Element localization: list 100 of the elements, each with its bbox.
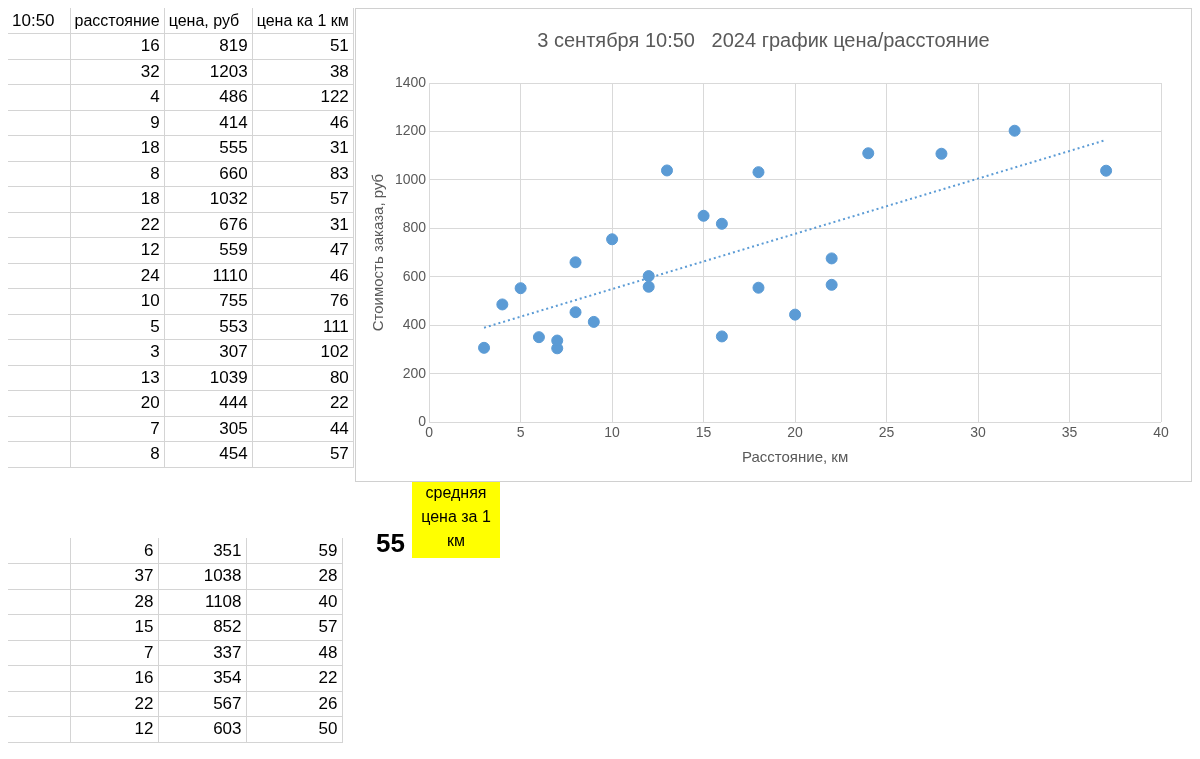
text: 28: [70, 589, 158, 615]
text: 8: [70, 441, 165, 467]
point: [642, 280, 655, 293]
point: [1100, 164, 1113, 177]
point: [532, 331, 545, 344]
text: 1108: [158, 589, 246, 615]
text: 83: [252, 161, 354, 187]
text: 1032: [164, 186, 253, 212]
point: [569, 306, 582, 319]
text: 10:50: [8, 8, 70, 34]
text: 10: [70, 288, 165, 314]
text: 444: [164, 390, 253, 416]
text: 454: [164, 441, 253, 467]
text: 122: [252, 84, 354, 110]
category-label: цена ка 1 км: [252, 8, 354, 34]
x-axis-title: Расстояние, км: [741, 448, 849, 466]
point: [697, 209, 710, 222]
text: 755: [164, 288, 253, 314]
point: [642, 270, 655, 283]
text: 18: [70, 186, 165, 212]
text: 46: [252, 263, 354, 289]
text: 32: [70, 59, 165, 85]
text: 102: [252, 339, 354, 365]
text: 51: [252, 33, 354, 59]
text: 8: [70, 161, 165, 187]
point: [606, 233, 619, 246]
text: 50: [246, 716, 342, 742]
y-tick-label: 0: [418, 413, 427, 430]
point: [789, 308, 802, 321]
text: 414: [164, 110, 253, 136]
text: 1038: [158, 563, 246, 589]
point: [661, 164, 673, 177]
text: 7: [70, 416, 165, 442]
text: 22: [70, 212, 165, 238]
y-tick-label: 1400: [394, 73, 427, 90]
text: 47: [252, 237, 354, 263]
text: 59: [246, 538, 342, 564]
x-tick-label: 5: [516, 424, 525, 441]
x-tick-label: 30: [970, 424, 987, 441]
text: 3: [70, 339, 165, 365]
point: [514, 282, 527, 295]
text: 80: [252, 365, 354, 391]
y-tick-label: 1000: [394, 170, 427, 187]
point: [587, 315, 600, 328]
text: 24: [70, 263, 165, 289]
text: 12: [70, 237, 165, 263]
text: 305: [164, 416, 253, 442]
text: 676: [164, 212, 253, 238]
text: средняя цена за 1 км: [412, 476, 500, 558]
point: [935, 147, 948, 160]
text: 486: [164, 84, 253, 110]
point: [715, 330, 728, 343]
text: 9: [70, 110, 165, 136]
x-tick-label: 40: [1153, 424, 1169, 441]
text: 37: [70, 563, 158, 589]
text: 26: [246, 691, 342, 717]
point: [1008, 124, 1021, 137]
point: [862, 147, 875, 160]
category-label: расстояние: [70, 8, 165, 34]
y-axis-title: Стоимость заказа, руб: [369, 173, 387, 332]
text: 553: [164, 314, 253, 340]
text: 20: [70, 390, 165, 416]
text: 31: [252, 135, 354, 161]
text: 16: [70, 33, 165, 59]
text: 660: [164, 161, 253, 187]
category-label: цена, руб: [164, 8, 253, 34]
text: 28: [246, 563, 342, 589]
point: [569, 256, 582, 269]
y-tick-label: 400: [402, 316, 427, 333]
text: 7: [70, 640, 158, 666]
text: 555: [164, 135, 253, 161]
text: 13: [70, 365, 165, 391]
point: [825, 252, 838, 265]
text: 111: [252, 314, 354, 340]
text: 1203: [164, 59, 253, 85]
x-tick-label: 15: [695, 424, 712, 441]
y-tick-label: 1200: [394, 122, 427, 139]
text: 22: [70, 691, 158, 717]
text: 5: [70, 314, 165, 340]
point: [715, 217, 728, 230]
text: 12: [70, 716, 158, 742]
y-tick-label: 200: [402, 364, 427, 381]
text: 603: [158, 716, 246, 742]
text: 1039: [164, 365, 253, 391]
y-tick-label: 800: [402, 219, 427, 236]
text: 15: [70, 614, 158, 640]
point: [478, 341, 491, 354]
text: 48: [246, 640, 342, 666]
text: 1110: [164, 263, 253, 289]
text: 852: [158, 614, 246, 640]
point: [752, 166, 765, 179]
text: 16: [70, 665, 158, 691]
text: 55: [376, 528, 405, 559]
x-tick-label: 35: [1061, 424, 1078, 441]
text: 57: [246, 614, 342, 640]
text: 559: [164, 237, 253, 263]
text: 351: [158, 538, 246, 564]
text: 44: [252, 416, 354, 442]
text: 337: [158, 640, 246, 666]
text: 22: [252, 390, 354, 416]
